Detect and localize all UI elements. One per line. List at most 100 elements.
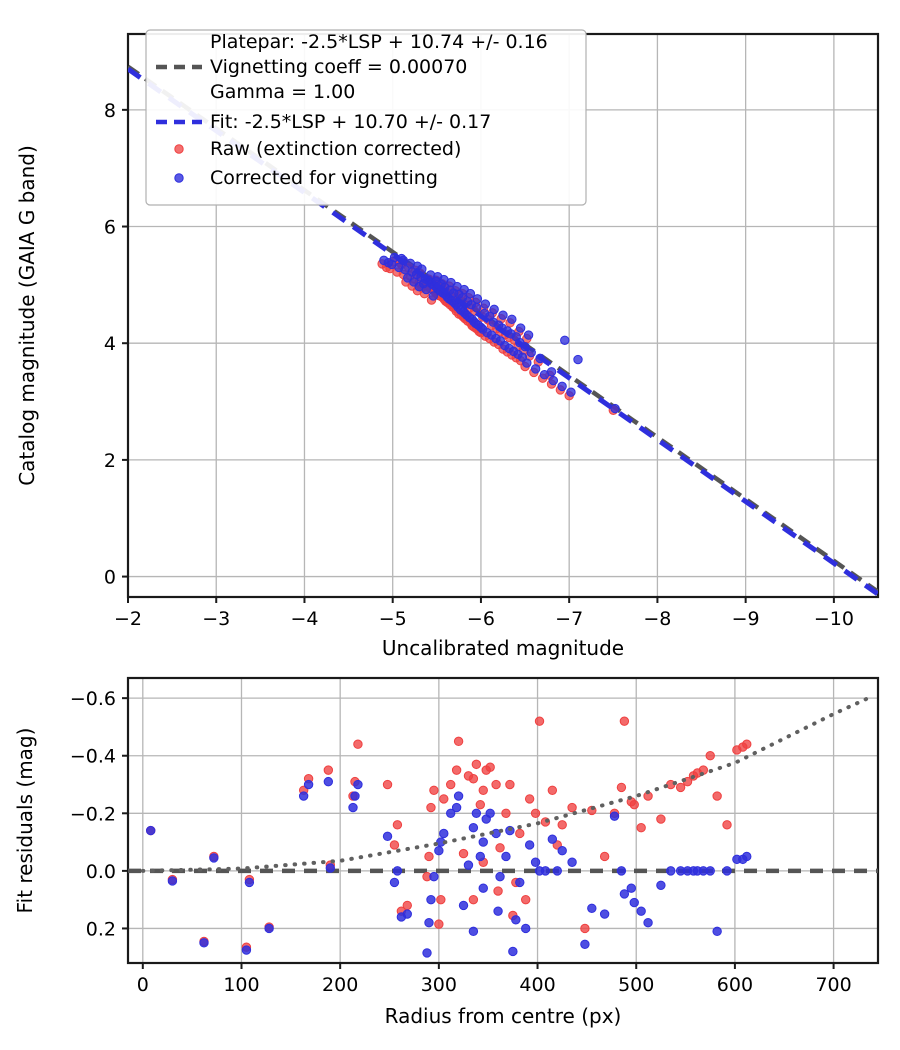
scatter-point bbox=[566, 387, 576, 397]
x-tick-label: −10 bbox=[814, 608, 854, 630]
scatter-point bbox=[402, 900, 412, 911]
y-tick-label: −0.2 bbox=[70, 803, 116, 825]
scatter-point bbox=[587, 903, 597, 914]
y-tick-label: 8 bbox=[104, 100, 116, 122]
scatter-point bbox=[453, 791, 464, 801]
x-tick-label: 200 bbox=[322, 974, 358, 996]
scatter-point bbox=[530, 808, 541, 819]
y-tick-label: 0 bbox=[104, 567, 116, 589]
scatter-point bbox=[298, 791, 309, 801]
scatter-point bbox=[145, 825, 156, 836]
y-tick-label: −0.4 bbox=[70, 746, 116, 768]
x-tick-label: 100 bbox=[223, 974, 259, 996]
x-tick-label: −8 bbox=[643, 608, 671, 630]
y-tick-label: −0.6 bbox=[70, 688, 116, 710]
scatter-point bbox=[353, 779, 363, 790]
scatter-point bbox=[705, 751, 715, 761]
scatter-point bbox=[382, 831, 393, 842]
scatter-point bbox=[465, 288, 476, 299]
scatter-point bbox=[382, 779, 393, 790]
vignetting-curve bbox=[140, 696, 871, 873]
scatter-point bbox=[511, 915, 521, 925]
legend-handle-red-dot-marker bbox=[174, 144, 184, 154]
legend-entry: Corrected for vignetting bbox=[174, 167, 438, 189]
scatter-point bbox=[475, 799, 486, 810]
scatter-point bbox=[475, 851, 486, 862]
scatter-point bbox=[493, 886, 503, 896]
scatter-point bbox=[552, 866, 562, 876]
legend-label: Platepar: -2.5*LSP + 10.74 +/- 0.16 bbox=[210, 31, 548, 53]
scatter-point bbox=[505, 779, 515, 790]
scatter-point bbox=[629, 897, 639, 908]
scatter-point bbox=[508, 946, 518, 957]
fit-residuals-plot: 0 100 200 300 400 500 600 700 0.2 0.0 −0.2 −0.4 −0.6… bbox=[13, 676, 880, 1028]
scatter-point bbox=[495, 871, 505, 882]
scatter-point bbox=[458, 848, 469, 859]
legend-label: Gamma = 1.00 bbox=[210, 81, 355, 103]
scatter-point bbox=[453, 736, 464, 747]
scatter-point bbox=[264, 923, 274, 934]
legend-entry: Platepar: -2.5*LSP + 10.74 +/- 0.16 bbox=[210, 31, 548, 53]
scatter-point bbox=[524, 794, 535, 804]
scatter-point bbox=[209, 853, 219, 863]
legend-entry: Raw (extinction corrected) bbox=[174, 138, 461, 160]
x-tick-label: −5 bbox=[379, 608, 407, 630]
scatter-point bbox=[392, 820, 403, 830]
legend-handle-blue-dot-marker bbox=[174, 173, 184, 183]
scatter-point bbox=[599, 909, 610, 919]
scatter-point bbox=[323, 776, 334, 787]
scatter-point bbox=[616, 782, 627, 793]
scatter-point bbox=[557, 846, 567, 856]
scatter-point bbox=[379, 255, 389, 266]
scatter-point bbox=[636, 906, 646, 916]
scatter-point bbox=[471, 302, 482, 313]
scatter-point bbox=[515, 877, 525, 888]
scatter-point bbox=[520, 923, 531, 934]
x-tick-label: 700 bbox=[815, 974, 851, 996]
scatter-point bbox=[599, 851, 610, 862]
scatter-point bbox=[424, 917, 434, 928]
scatter-point bbox=[609, 811, 620, 821]
scatter-point bbox=[515, 828, 525, 839]
scatter-point bbox=[325, 863, 336, 873]
legend-label: Raw (extinction corrected) bbox=[210, 138, 461, 160]
scatter-point bbox=[580, 939, 590, 949]
scatter-point bbox=[485, 808, 495, 819]
scatter-point bbox=[501, 808, 511, 819]
scatter-point bbox=[472, 294, 483, 304]
scatter-point bbox=[666, 866, 676, 876]
scatter-point bbox=[520, 894, 531, 905]
scatter-point bbox=[421, 284, 431, 295]
scatter-point bbox=[478, 785, 488, 795]
scatter-point bbox=[491, 779, 501, 790]
scatter-point bbox=[451, 802, 462, 813]
scatter-point bbox=[616, 866, 627, 876]
scatter-point bbox=[199, 938, 209, 948]
x-tick-label: 0 bbox=[137, 974, 149, 996]
legend-entry: Vignetting coeff = 0.00070 bbox=[156, 56, 467, 78]
scatter-point bbox=[389, 877, 400, 888]
scatter-point bbox=[501, 851, 511, 862]
scatter-point bbox=[445, 808, 456, 819]
scatter-point bbox=[478, 837, 488, 847]
scatter-point bbox=[546, 367, 557, 377]
scatter-point bbox=[526, 347, 536, 358]
y-axis-label: Catalog magnitude (GAIA G band) bbox=[15, 145, 39, 486]
scatter-point bbox=[489, 304, 499, 315]
scatter-point bbox=[348, 802, 358, 813]
scatter-point bbox=[468, 822, 479, 833]
y-axis-label: Fit residuals (mag) bbox=[13, 728, 37, 914]
legend: Platepar: -2.5*LSP + 10.74 +/- 0.16 Vigne… bbox=[145, 29, 587, 206]
scatter-point bbox=[402, 909, 412, 919]
scatter-point bbox=[429, 871, 439, 882]
scatter-point bbox=[471, 759, 482, 770]
scatter-point bbox=[567, 802, 577, 813]
x-tick-label: −4 bbox=[290, 608, 318, 630]
x-tick-label: −3 bbox=[202, 608, 230, 630]
x-tick-label: 500 bbox=[618, 974, 654, 996]
scatter-point bbox=[515, 323, 526, 333]
scatter-point bbox=[241, 945, 252, 955]
scatter-point bbox=[619, 889, 630, 899]
